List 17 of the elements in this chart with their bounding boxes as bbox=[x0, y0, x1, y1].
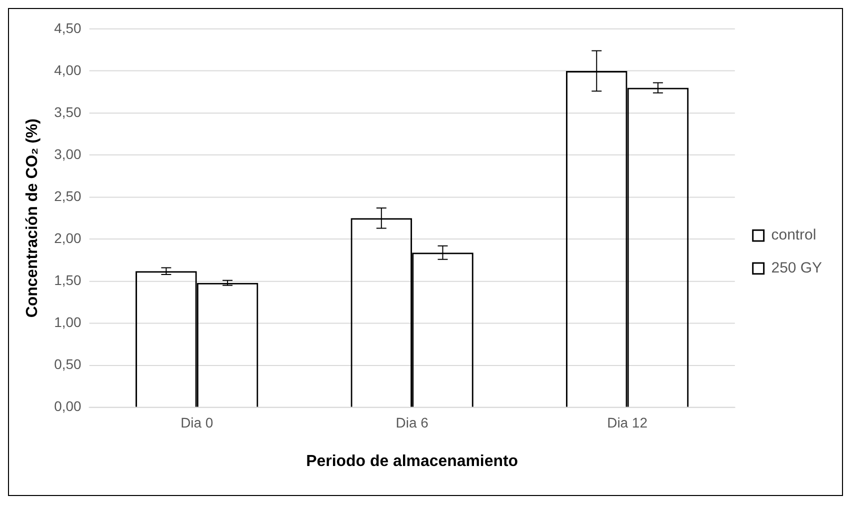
y-tick-label: 3,00 bbox=[54, 146, 82, 162]
x-tick-label: Dia 6 bbox=[396, 414, 429, 431]
y-tick-label: 3,50 bbox=[54, 104, 82, 120]
legend-label: 250 GY bbox=[771, 260, 822, 277]
y-tick-label: 4,00 bbox=[54, 62, 82, 78]
legend-label: control bbox=[771, 226, 816, 244]
y-tick-label: 0,00 bbox=[54, 398, 82, 414]
y-tick-label: 2,00 bbox=[54, 230, 82, 246]
y-tick-label: 1,50 bbox=[54, 272, 82, 288]
y-tick-label: 2,50 bbox=[54, 188, 82, 204]
y-tick-label: 4,50 bbox=[54, 20, 82, 36]
y-axis-title: Concentración de CO₂ (%) bbox=[24, 118, 41, 318]
y-tick-label: 0,50 bbox=[54, 356, 82, 372]
x-tick-label: Dia 0 bbox=[180, 414, 214, 431]
y-tick-label: 1,00 bbox=[54, 314, 82, 330]
x-axis-title: Periodo de almacenamiento bbox=[306, 452, 518, 470]
x-tick-label: Dia 12 bbox=[607, 414, 648, 431]
